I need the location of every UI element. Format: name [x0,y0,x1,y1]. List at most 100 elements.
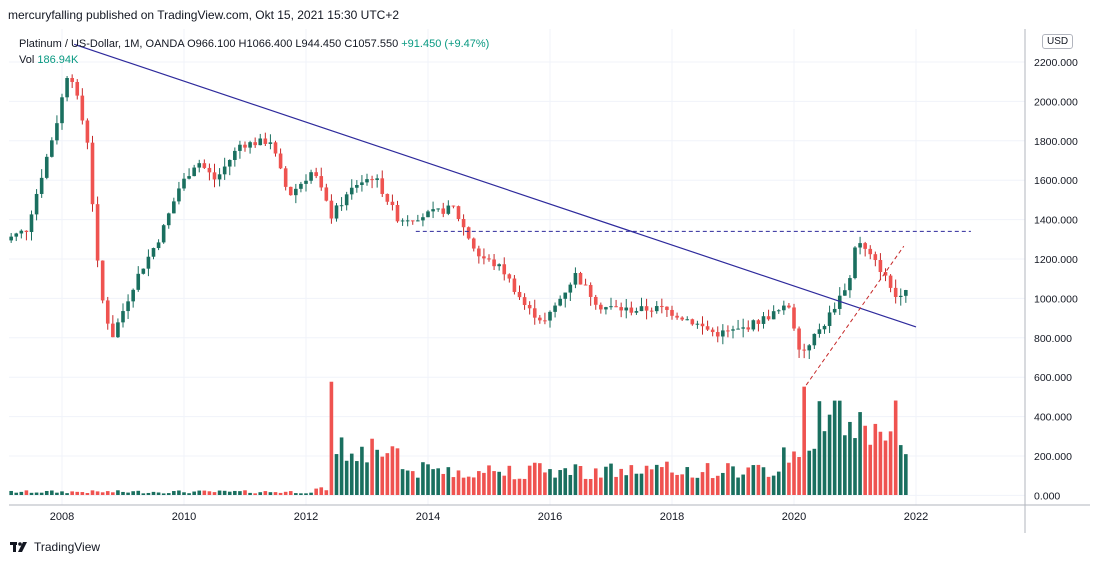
candle-body [522,297,527,305]
y-tick-label: 400.000 [1034,412,1072,424]
volume-bar [253,493,257,495]
volume-bar [507,465,512,495]
volume-bar [131,491,135,495]
volume-bar [182,492,186,495]
x-tick-label: 2018 [660,511,684,523]
volume-bar [487,465,491,495]
candle-body [619,307,623,311]
chart-svg[interactable]: 2200.000 2000.000 1800.000 1600.000 1400.000… [0,29,1090,533]
volume-bar [324,490,329,495]
candle-body [710,329,715,333]
y-tick-label: 1400.000 [1034,215,1078,227]
volume-bar [461,477,466,495]
candle-body [334,205,339,219]
volume-bar [578,466,583,495]
volume-bar [385,453,390,495]
volume-bar [187,493,191,495]
volume-bar [426,464,430,495]
candle-body [858,243,862,248]
currency-badge[interactable]: USD [1042,34,1074,49]
symbol-label[interactable]: Platinum / US-Dollar, 1M, OANDA [19,38,185,50]
volume-bar [90,490,95,495]
candle-body [827,312,832,326]
candle-body [207,167,212,173]
candle-body [487,258,491,260]
candle-body [431,209,435,212]
candle-body [843,290,847,296]
volume-bar [151,491,156,495]
volume-bar [746,467,751,495]
volume-bar [314,488,318,495]
candle-body [390,201,395,206]
volume-bar [888,431,893,495]
volume-bar [776,471,781,495]
volume-label: Vol [19,54,35,66]
volume-bar [787,462,791,495]
volume-bar [802,386,806,495]
volume-bar [116,490,120,495]
candle-body [446,205,451,214]
volume-bar [207,491,212,495]
candle-body [34,193,39,215]
candle-body [172,201,176,214]
candle-body [797,328,801,350]
volume-bar [141,493,146,495]
candle-body [853,247,857,279]
candle-body [319,176,324,188]
candle-body [166,213,171,226]
candle-body [599,304,603,310]
candle-body [893,287,898,297]
x-tick-label: 2020 [782,511,806,523]
volume-bar [822,431,827,495]
candle-body [563,292,568,299]
volume-bar [410,471,415,495]
volume-bar [797,457,801,495]
volume-bar [624,475,629,495]
volume-bar [55,492,59,495]
volume-bar [50,490,54,495]
volume-bar [771,475,776,495]
volume-bar [416,477,420,495]
candle-body [634,311,639,313]
candle-body [385,193,390,202]
candle-body [238,144,242,151]
volume-bar [497,471,501,495]
publish-header: mercuryfalling published on TradingView.… [8,8,399,22]
candle-body [466,227,471,239]
candle-body [644,306,649,311]
high-value: H1066.400 [238,38,293,50]
y-tick-label: 600.000 [1034,372,1072,384]
volume-bar [111,492,115,495]
price-chart[interactable]: 2200.000 2000.000 1800.000 1600.000 1400.000… [0,29,1090,533]
volume-bar [75,491,80,495]
volume-bar [233,490,237,495]
volume-bar [278,492,283,495]
candle-body [253,142,257,146]
volume-bar [283,491,288,495]
candle-body [776,310,781,312]
volume-bar [375,449,379,495]
volume-bar [665,461,669,495]
volume-bar [792,451,796,495]
volume-bar [44,490,49,495]
candle-body [85,120,90,143]
volume-bar [299,493,303,495]
x-tick-label: 2008 [50,511,74,523]
candle-body [314,172,318,177]
volume-bar [751,465,756,495]
candle-body [187,176,191,179]
volume-bar [517,478,522,495]
volume-bar [9,490,13,495]
candle-body [222,166,227,175]
candle-body [441,208,446,214]
volume-bar [192,491,196,495]
volume-bar [690,477,695,495]
volume-bar [105,491,110,495]
volume-bar [161,493,166,495]
volume-bar [756,464,761,495]
volume-bar [85,493,90,495]
volume-bar [436,468,440,495]
volume-bar [451,477,456,495]
volume-bar [741,474,745,495]
volume-bar [60,491,64,495]
